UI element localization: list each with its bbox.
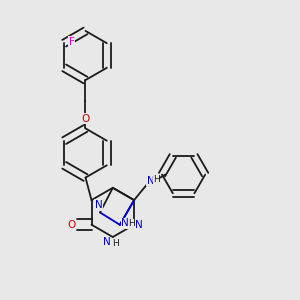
Text: H: H [153, 176, 159, 184]
Text: N: N [103, 237, 111, 248]
Text: H: H [128, 219, 135, 228]
Text: N: N [95, 200, 102, 210]
Text: O: O [67, 220, 75, 230]
Text: F: F [69, 37, 75, 47]
Text: N: N [147, 176, 154, 186]
Text: O: O [81, 113, 90, 124]
Text: N: N [122, 218, 129, 228]
Text: N: N [135, 220, 142, 230]
Text: H: H [112, 238, 119, 247]
